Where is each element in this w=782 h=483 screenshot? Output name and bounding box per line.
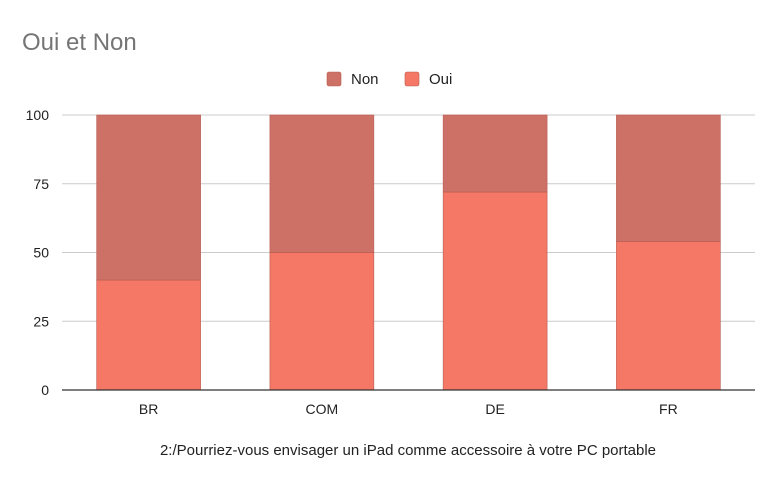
bars — [96, 114, 721, 391]
bar-non-de — [442, 114, 548, 193]
y-tick-label: 0 — [41, 382, 49, 398]
x-axis-label: 2:/Pourriez-vous envisager un iPad comme… — [160, 442, 656, 459]
x-axis-ticks: BR COM DE FR — [139, 401, 678, 417]
legend-label-oui: Oui — [429, 71, 452, 88]
bar-oui-br — [96, 279, 201, 391]
x-tick-label: COM — [306, 401, 339, 417]
bar-oui-de — [442, 191, 548, 391]
bar-oui-com — [269, 252, 375, 391]
x-tick-label: BR — [139, 401, 158, 417]
bar-non-fr — [616, 114, 721, 242]
bar-non-br — [96, 114, 201, 281]
y-tick-label: 25 — [33, 313, 49, 329]
legend: Non Oui — [326, 71, 452, 88]
y-tick-label: 50 — [33, 245, 49, 261]
bar-non-com — [269, 114, 375, 253]
chart-title: Oui et Non — [22, 29, 137, 56]
y-tick-label: 100 — [26, 107, 50, 123]
legend-swatch-non — [326, 71, 342, 87]
y-tick-label: 75 — [33, 176, 49, 192]
x-tick-label: DE — [485, 401, 504, 417]
legend-swatch-oui — [404, 71, 420, 87]
legend-label-non: Non — [351, 71, 379, 88]
bar-oui-fr — [616, 241, 721, 391]
y-axis-ticks: 0 25 50 75 100 — [26, 107, 50, 398]
x-tick-label: FR — [659, 401, 678, 417]
